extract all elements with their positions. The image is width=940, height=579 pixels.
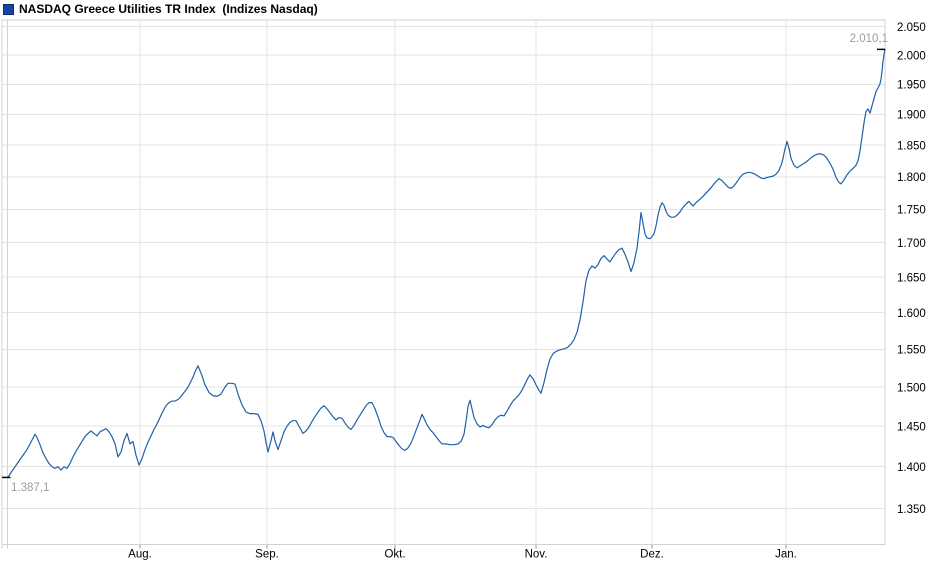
price-line — [7, 48, 886, 479]
series-start-value-label: 1.387,1 — [11, 482, 50, 495]
y-axis-tick-label: 1.600 — [897, 308, 926, 320]
y-axis-tick-label: 1.800 — [897, 172, 926, 184]
chart-title: NASDAQ Greece Utilities TR Index (Indize… — [19, 2, 318, 16]
plot-border — [1, 19, 886, 545]
x-axis-tick-label: Sep. — [255, 549, 279, 561]
y-axis-tick-label: 1.350 — [897, 504, 926, 516]
y-axis-tick-label: 1.650 — [897, 272, 926, 284]
series-color-swatch-icon — [3, 3, 14, 15]
y-axis-tick-label: 1.700 — [897, 238, 926, 250]
x-axis-tick-label: Jan. — [775, 549, 797, 561]
y-axis-tick-label: 1.900 — [897, 110, 926, 122]
y-axis-tick-label: 1.450 — [897, 421, 926, 433]
y-axis-tick-label: 1.950 — [897, 80, 926, 92]
y-axis-tick-label: 1.850 — [897, 140, 926, 152]
y-axis-tick-label: 1.750 — [897, 204, 926, 216]
x-axis-tick-label: Nov. — [525, 549, 548, 561]
x-axis-tick-label: Okt. — [384, 549, 405, 561]
y-axis-tick-label: 1.400 — [897, 462, 926, 474]
y-axis-tick-label: 2.000 — [897, 50, 926, 62]
chart-legend: NASDAQ Greece Utilities TR Index (Indize… — [3, 2, 318, 16]
y-axis-tick-label: 2.050 — [897, 22, 926, 34]
x-axis-tick-label: Aug. — [128, 549, 152, 561]
y-axis-tick-label: 1.550 — [897, 344, 926, 356]
y-axis-tick-label: 1.500 — [897, 382, 926, 394]
series-end-value-label: 2.010,1 — [849, 33, 888, 46]
x-axis-tick-label: Dez. — [640, 549, 664, 561]
